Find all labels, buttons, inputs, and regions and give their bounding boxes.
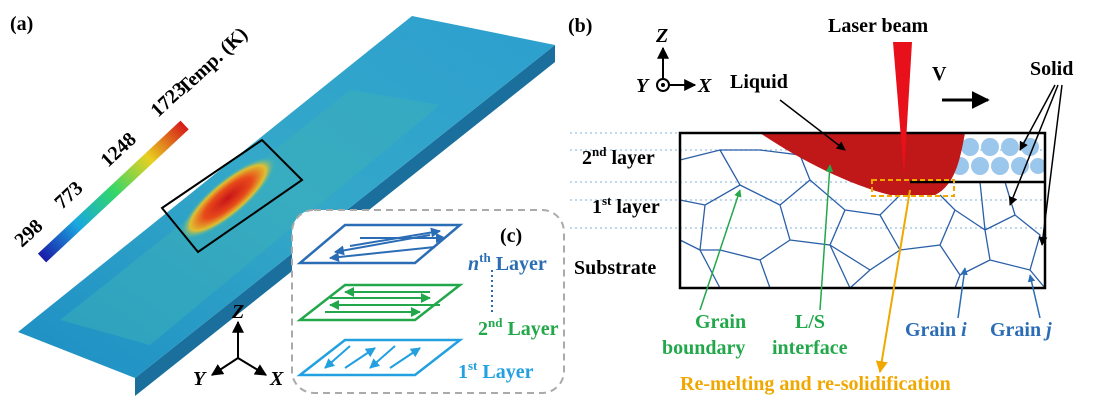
text-part: 2 <box>582 147 592 169</box>
layer-label: 2nd layer <box>582 144 655 169</box>
text-part: 2 <box>478 318 488 340</box>
axis-y: Y <box>193 368 207 390</box>
shape <box>1030 275 1040 318</box>
text-part: i <box>961 319 967 341</box>
text-part: n <box>468 253 479 275</box>
shape <box>212 358 238 375</box>
panel-label: (c) <box>500 225 522 247</box>
text-part: Layer <box>502 318 558 340</box>
powder <box>951 138 1046 175</box>
solid-label: Solid <box>1030 58 1073 80</box>
laser-label: Laser beam <box>828 15 929 37</box>
shape <box>1020 85 1055 150</box>
shape <box>991 157 1009 175</box>
text-part: layer <box>606 147 654 169</box>
axis-x: X <box>697 75 712 97</box>
shape <box>961 138 979 156</box>
grain-i-label: Grain i <box>905 319 967 341</box>
layer-label: 1st layer <box>592 193 660 218</box>
axis-x: X <box>269 368 284 390</box>
liquid-label: Liquid <box>730 71 788 93</box>
shape <box>1001 138 1019 156</box>
shape <box>971 157 989 175</box>
shape <box>238 358 266 375</box>
interface-label: interface <box>772 337 848 359</box>
axis-z: Z <box>655 25 668 47</box>
axis-z: Z <box>231 301 244 323</box>
text-part: 1 <box>458 361 468 383</box>
layer-label: Substrate <box>574 257 656 279</box>
shape <box>981 138 999 156</box>
shape <box>1030 158 1046 174</box>
shape <box>880 190 910 372</box>
grain-boundary-label: Grain <box>695 311 746 333</box>
text-part: Grain <box>905 319 961 341</box>
panel-label: (b) <box>568 15 592 37</box>
panel-label: (a) <box>10 13 33 35</box>
axis-y: Y <box>636 75 650 97</box>
text-part: layer <box>611 196 659 218</box>
figure: (a) 298 773 1248 1723 Temp. (K) Z Y X (c… <box>0 0 1094 397</box>
panel-b: (b) Z Y X Laser beam V Liquid Solid 2nd … <box>568 15 1073 395</box>
text-part: nd <box>592 144 607 159</box>
text-part: Layer <box>477 361 533 383</box>
text-part: th <box>479 250 491 265</box>
velocity-label: V <box>932 63 947 85</box>
grain-boundary-label: boundary <box>662 337 745 359</box>
colorbar-title: Temp. (K) <box>173 23 252 98</box>
liquid-pool <box>760 133 965 195</box>
colorbar-tick: 773 <box>50 177 87 214</box>
shape <box>661 83 665 87</box>
shape <box>958 268 965 318</box>
text-part: Grain <box>990 319 1046 341</box>
panel-c: (c) nth Layer 2nd Layer 1st Layer <box>292 210 564 393</box>
grain-j-label: Grain j <box>990 319 1052 341</box>
remelting-label: Re-melting and re-solidification <box>680 373 951 395</box>
colorbar-tick: 298 <box>10 215 47 252</box>
text-part: 1 <box>592 196 602 218</box>
text-part: nd <box>488 315 503 330</box>
interface-label: L/S <box>795 311 825 333</box>
text-part: Layer <box>491 253 547 275</box>
